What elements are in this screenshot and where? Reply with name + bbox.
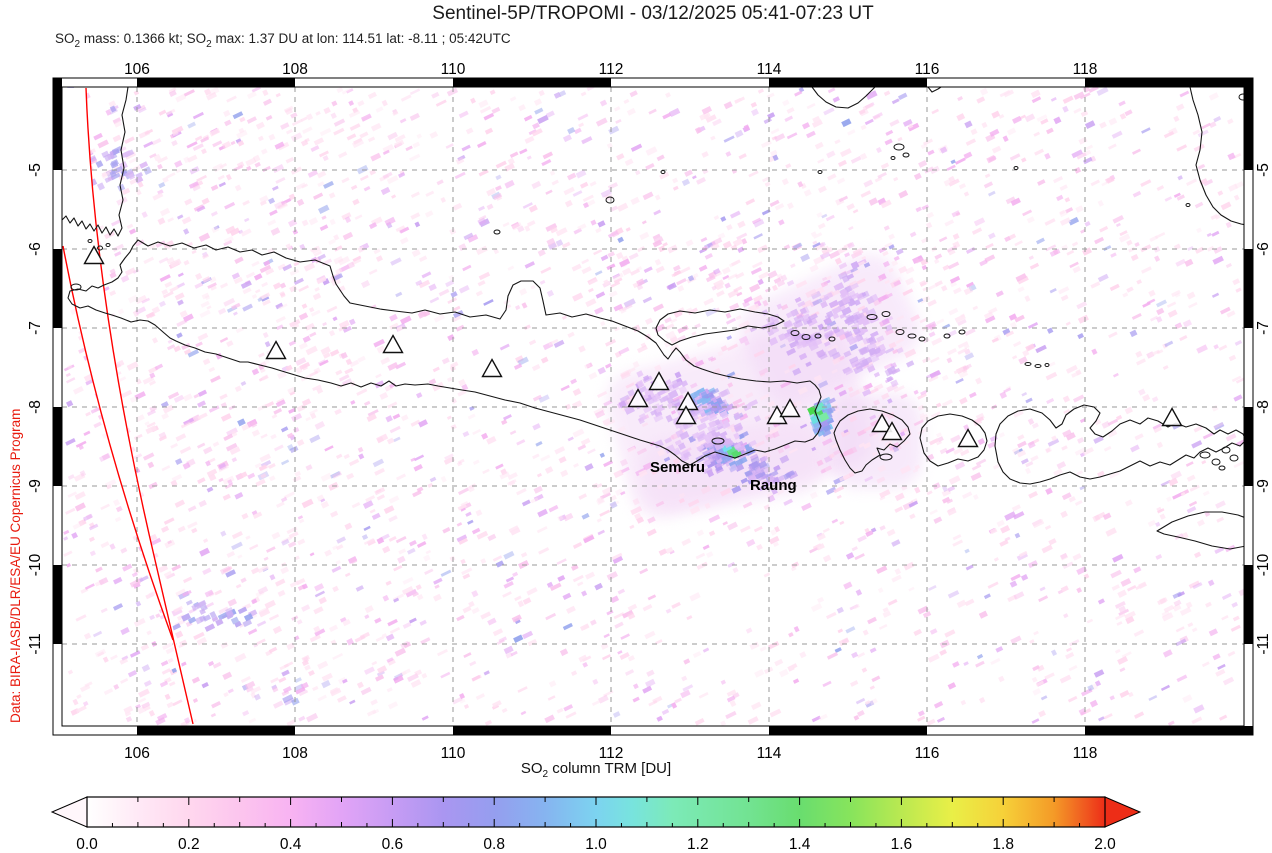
grid-lines: [62, 87, 1244, 726]
colorbar-right-arrow: [1104, 796, 1142, 828]
coastline-borneo-notch: [927, 87, 942, 93]
volcano-marker-icon: [871, 413, 893, 433]
volcano-marker-icon: [627, 388, 649, 408]
volcano-marker-icon: [675, 405, 697, 425]
volcano-label: Semeru: [650, 459, 705, 476]
colorbar-tick-label: 0.4: [280, 836, 302, 853]
lon-tick-label: 108: [282, 745, 308, 762]
coastline-java: [67, 239, 822, 466]
colorbar-tick-label: 1.4: [789, 836, 811, 853]
lat-tick-label-left: -11: [27, 633, 44, 654]
lon-tick-label: 106: [124, 61, 150, 78]
lon-tick-label: 114: [757, 745, 782, 762]
lon-tick-label: 114: [757, 61, 782, 78]
lat-tick-label-left: -5: [27, 163, 44, 177]
lon-tick-label: 116: [915, 61, 940, 78]
lon-tick-label: 112: [599, 745, 624, 762]
volcano-marker-icon: [779, 398, 801, 418]
volcano-marker-icon: [83, 245, 105, 265]
volcano-label: Raung: [750, 477, 797, 494]
coastlines: [62, 87, 1244, 550]
volcano-marker-icon: [382, 334, 404, 354]
colorbar-tick-label: 0.6: [382, 836, 404, 853]
colorbar-tick-label: 0.8: [483, 836, 505, 853]
volcano-marker-icon: [957, 428, 979, 448]
lat-tick-label-right: -7: [1255, 321, 1272, 335]
swath-edge-lines: [62, 87, 195, 725]
coastline-sumbawa: [994, 404, 1244, 485]
colorbar-tick-label: 2.0: [1094, 836, 1116, 853]
lat-tick-label-right: -8: [1255, 400, 1272, 414]
so2-stats-line: SO2 mass: 0.1366 kt; SO2 max: 1.37 DU at…: [55, 31, 511, 50]
lon-tick-label: 108: [282, 61, 308, 78]
lat-tick-label-left: -9: [27, 479, 44, 493]
volcano-marker-icon: [648, 371, 670, 391]
volcano-marker-icon: [481, 358, 503, 378]
coastline-bali: [833, 408, 911, 474]
lat-tick-label-right: -11: [1255, 633, 1272, 654]
colorbar-tick-label: 1.2: [687, 836, 709, 853]
lat-tick-label-left: -6: [27, 242, 44, 256]
lon-tick-label: 118: [1073, 61, 1098, 78]
volcano-marker-icon: [1161, 407, 1183, 427]
lat-tick-label-left: -8: [27, 400, 44, 414]
coastline-sumba: [1156, 511, 1244, 550]
lat-tick-label-left: -10: [27, 553, 44, 576]
colorbar-left-arrow: [50, 796, 88, 828]
lon-tick-label: 106: [124, 745, 150, 762]
lat-tick-label-right: -6: [1255, 242, 1272, 256]
swath-gap: [62, 88, 173, 640]
lat-tick-label-right: -9: [1255, 479, 1272, 493]
volcano-labels: Semeru Raung: [650, 459, 797, 494]
colorbar-tick-label: 1.6: [891, 836, 913, 853]
coastline-lombok: [919, 413, 988, 467]
lon-tick-label: 112: [599, 61, 624, 78]
page-title: Sentinel-5P/TROPOMI - 03/12/2025 05:41-0…: [432, 3, 874, 24]
lon-tick-label: 116: [915, 745, 940, 762]
coastline-borneo-tip: [811, 87, 876, 109]
colorbar-tick-label: 1.8: [992, 836, 1014, 853]
colorbar: 0.0 0.2 0.4 0.6 0.8 1.0 1.2 1.4 1.6 1.8 2.0: [50, 796, 1142, 853]
colorbar-tick-label: 1.0: [585, 836, 607, 853]
colorbar-tick-label: 0.2: [178, 836, 200, 853]
coastline-sumatra: [62, 87, 129, 237]
lat-tick-label-right: -10: [1255, 553, 1272, 576]
colorbar-title: SO2 column TRM [DU]: [520, 760, 672, 780]
data-credit: Data: BIRA-IASB/DLR/ESA/EU Copernicus Pr…: [8, 408, 23, 723]
coastline-madura: [655, 308, 785, 346]
axis-labels: 106 106 108 108 110 110 112 112 114 114 116 116 118 1…: [27, 61, 1272, 762]
lon-tick-label: 110: [441, 745, 466, 762]
map-frame: [52, 77, 1254, 736]
lon-tick-label: 110: [441, 61, 466, 78]
lat-tick-label-right: -5: [1255, 163, 1272, 177]
volcano-markers: [83, 245, 1183, 448]
lat-tick-label-left: -7: [27, 321, 44, 335]
volcano-marker-icon: [265, 340, 287, 360]
lon-tick-label: 118: [1073, 745, 1098, 762]
volcano-marker-icon: [881, 421, 903, 441]
colorbar-tick-label: 0.0: [76, 836, 98, 853]
coastline-sulawesi-arm: [1189, 87, 1244, 226]
